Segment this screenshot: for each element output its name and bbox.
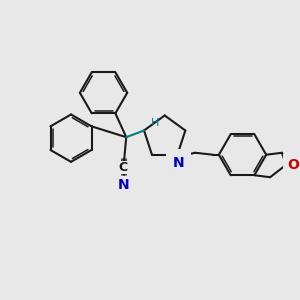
Text: C: C [119, 161, 128, 174]
Text: N: N [172, 156, 184, 170]
Text: H: H [151, 118, 159, 128]
Text: O: O [287, 158, 299, 172]
Text: N: N [118, 178, 129, 192]
